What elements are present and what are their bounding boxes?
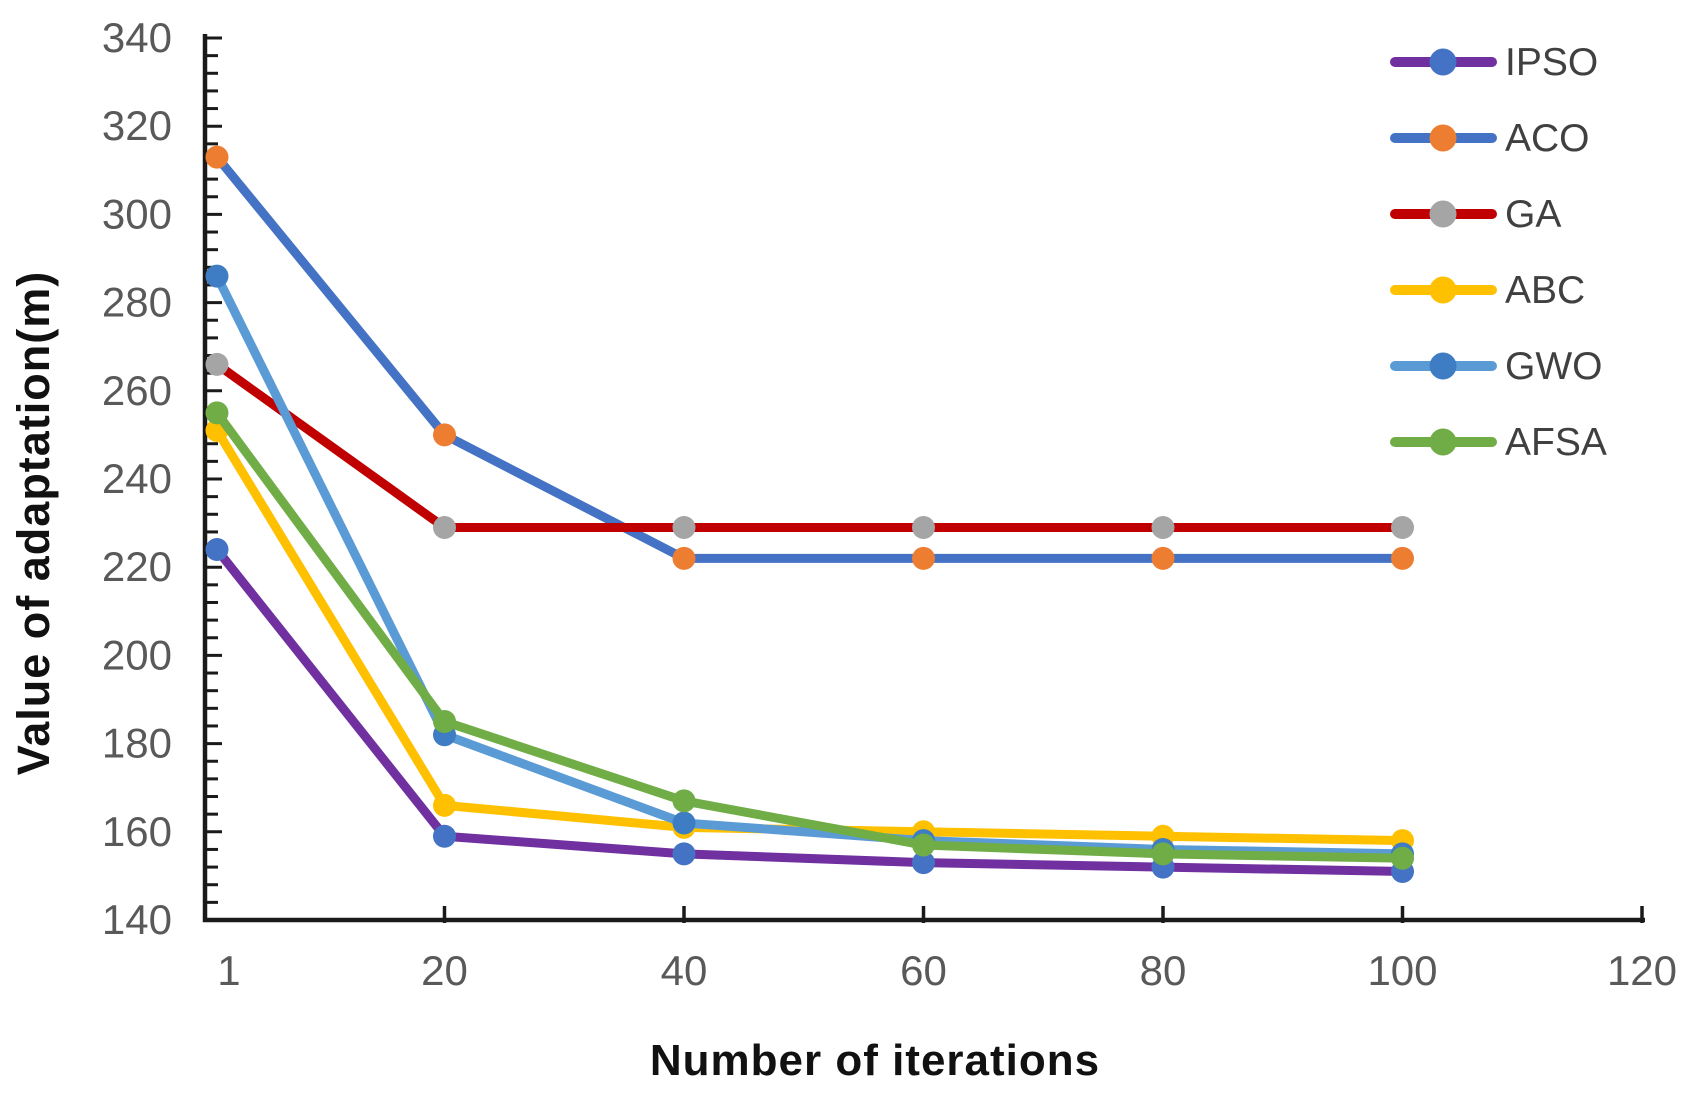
legend-item-ga: GA [1390,193,1561,236]
y-tick-label: 200 [102,631,172,678]
y-tick-label: 320 [102,102,172,149]
x-axis-title: Number of iterations [649,1036,1101,1085]
data-point-ga [1391,516,1414,540]
legend-item-ipso: IPSO [1390,41,1598,84]
data-point-aco [205,145,229,169]
legend-label: ACO [1505,117,1590,160]
data-point-gwo [205,264,229,288]
y-tick-label: 280 [102,279,172,326]
legend-marker [1429,48,1457,76]
x-tick-labels: 1 20 40 60 80 100 120 [217,947,1677,994]
data-point-aco [672,546,696,570]
legend-marker [1429,200,1457,228]
legend-item-gwo: GWO [1390,345,1602,388]
legend-marker [1429,276,1457,304]
legend-marker [1429,428,1457,456]
y-tick-label: 220 [102,543,172,590]
data-point-afsa [1151,842,1175,866]
data-point-ga [1151,516,1175,540]
series-ipso [205,538,1414,883]
data-point-afsa [433,710,456,734]
legend-item-aco: ACO [1390,117,1590,160]
axes [202,34,1645,923]
x-tick-label: 20 [421,947,468,994]
data-point-gwo [672,811,696,835]
series-gwo [205,264,1414,866]
legend-label: GA [1505,193,1561,236]
data-point-aco [1391,546,1414,570]
data-point-ga [672,516,696,540]
legend-label: IPSO [1505,41,1598,84]
series-afsa [205,401,1414,870]
series-line-afsa [212,408,1407,863]
axis-lines [202,34,1645,923]
y-tick-label: 180 [102,720,172,767]
x-tick-label: 60 [900,947,947,994]
series-aco [205,145,1414,570]
legend-item-afsa: AFSA [1390,421,1607,464]
data-point-ga [912,516,935,540]
data-point-ipso [205,538,229,562]
data-point-afsa [912,833,935,857]
x-tick-label: 40 [661,947,708,994]
series-line-aco [212,152,1407,563]
x-tick-label: 80 [1140,947,1187,994]
legend-label: GWO [1505,345,1602,388]
data-point-ipso [672,842,696,866]
y-tick-label: 160 [102,808,172,855]
legend-marker [1429,124,1457,152]
x-tick-label: 120 [1607,947,1677,994]
data-point-aco [1151,546,1175,570]
data-point-ga [433,516,456,540]
legend-label: AFSA [1505,421,1607,464]
series-line-ipso [212,545,1407,876]
series-ga [205,352,1414,540]
data-point-aco [912,546,935,570]
legend: IPSO ACO GA ABC GWO AFSA [1390,41,1607,464]
data-point-abc [433,793,456,817]
data-point-afsa [672,789,696,813]
data-point-ga [205,352,229,376]
y-tick-label: 340 [102,14,172,61]
legend-marker [1429,352,1457,380]
y-tick-label: 240 [102,455,172,502]
data-point-afsa [205,401,229,425]
x-tick-label: 1 [217,947,240,994]
legend-label: ABC [1505,269,1585,312]
x-tick-label: 100 [1367,947,1437,994]
data-point-aco [433,423,456,447]
data-point-ipso [912,851,935,875]
y-axis-title: Value of adaptation(m) [8,270,59,776]
y-tick-label: 260 [102,367,172,414]
data-point-ipso [433,824,456,848]
y-tick-labels: 140 160 180 200 220 240 260 280 300 320 340 [102,14,172,943]
data-point-afsa [1391,846,1414,870]
legend-item-abc: ABC [1390,269,1585,312]
y-tick-label: 140 [102,896,172,943]
series-line-ga [212,359,1407,533]
y-tick-label: 300 [102,190,172,237]
